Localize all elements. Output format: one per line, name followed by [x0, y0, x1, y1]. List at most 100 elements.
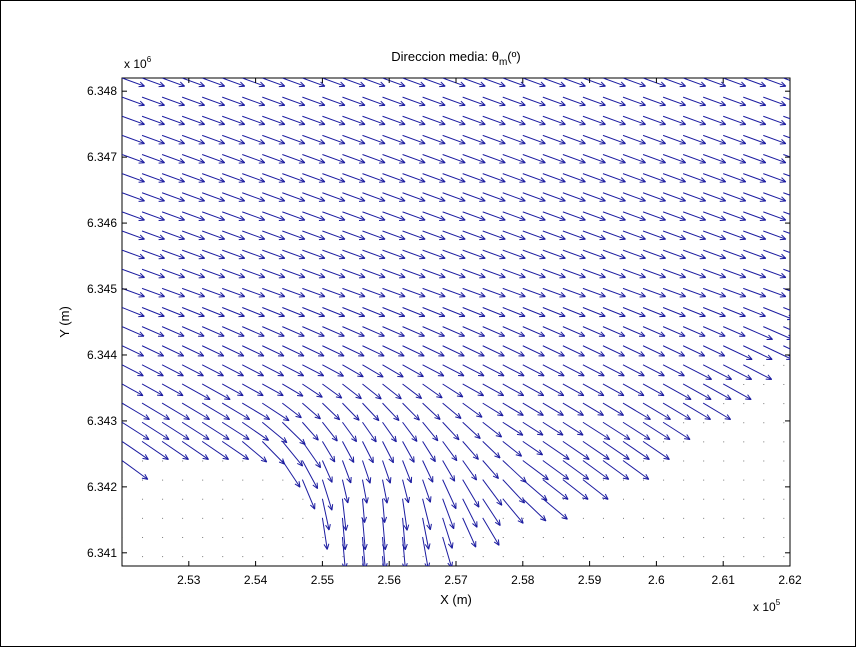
vector-arrow: [582, 345, 605, 357]
vector-arrow: [582, 364, 605, 377]
x-axis-label: X (m): [440, 592, 472, 607]
vector-arrow: [602, 326, 626, 337]
vector-arrow: [642, 154, 666, 164]
dry-point: [623, 517, 624, 519]
dry-point: [302, 536, 304, 538]
vector-arrow: [702, 134, 727, 145]
vector-arrow: [341, 460, 352, 484]
vector-arrow: [522, 134, 546, 145]
vector-arrow: [662, 307, 686, 318]
vector-arrow: [201, 192, 226, 202]
vector-arrow: [542, 96, 566, 107]
vector-arrow: [682, 249, 707, 260]
vector-arrow: [242, 345, 265, 357]
vector-arrow: [122, 268, 145, 279]
vector-arrow: [522, 173, 546, 183]
vector-arrow: [542, 440, 570, 460]
vector-arrow: [622, 249, 646, 260]
vector-arrow: [342, 230, 366, 241]
y-tick-label: 6.343: [87, 414, 117, 428]
vector-arrow: [122, 173, 145, 183]
vector-arrow: [702, 192, 727, 202]
dry-point: [623, 498, 624, 500]
vector-arrow: [242, 192, 266, 202]
dry-point: [602, 498, 604, 500]
vector-arrow: [783, 192, 790, 196]
dry-point: [703, 498, 705, 500]
dry-point: [643, 517, 645, 519]
dry-point: [602, 479, 604, 481]
dry-point: [582, 536, 584, 538]
dry-point: [222, 460, 224, 462]
vector-arrow: [662, 96, 686, 107]
vector-arrow: [122, 383, 144, 397]
vector-arrow: [662, 115, 686, 126]
dry-point: [202, 536, 204, 538]
vector-arrow: [783, 154, 790, 158]
vector-arrow: [342, 268, 366, 279]
vector-arrow: [462, 364, 485, 377]
vector-arrow: [642, 421, 671, 440]
vector-arrow: [302, 383, 323, 398]
vector-arrow: [743, 115, 767, 126]
dry-point: [122, 517, 123, 519]
dry-point: [663, 556, 665, 558]
dry-point: [122, 479, 123, 481]
vector-arrow: [282, 78, 306, 88]
dry-point: [262, 498, 264, 500]
vector-arrow: [582, 440, 610, 460]
dry-point: [723, 441, 725, 443]
vector-arrow: [442, 268, 466, 279]
vector-arrow: [482, 307, 506, 318]
vector-arrow: [542, 383, 565, 397]
vector-arrow: [763, 287, 787, 298]
vector-arrow: [322, 154, 346, 164]
vector-arrow: [141, 249, 165, 260]
vector-arrow: [462, 287, 486, 298]
vector-arrow: [462, 173, 486, 183]
vector-arrow: [262, 326, 285, 337]
vector-arrow: [682, 211, 707, 222]
vector-arrow: [242, 230, 266, 241]
y-tick-label: 6.346: [87, 216, 117, 230]
vector-arrow: [382, 249, 406, 260]
vector-arrow: [502, 192, 526, 202]
vector-arrow: [122, 230, 145, 241]
vector-arrow: [622, 307, 646, 318]
vector-arrow: [542, 479, 569, 500]
vector-arrow: [602, 383, 625, 397]
dry-point: [182, 517, 184, 519]
vector-arrow: [562, 78, 586, 88]
vector-arrow: [542, 154, 566, 164]
vector-arrow: [242, 249, 266, 260]
dry-point: [242, 479, 244, 481]
vector-arrow: [402, 192, 426, 202]
vector-arrow: [362, 134, 386, 145]
vector-arrow: [542, 364, 565, 377]
vector-arrow: [221, 421, 250, 440]
vector-arrow: [763, 326, 790, 340]
dry-point: [582, 556, 584, 558]
vector-arrow: [602, 460, 630, 480]
vector-arrow: [402, 421, 418, 442]
dry-point: [643, 556, 645, 558]
vector-arrow: [262, 268, 286, 279]
vector-arrow: [562, 192, 586, 202]
vector-arrow: [222, 211, 246, 222]
dry-point: [562, 556, 564, 558]
vector-arrow: [242, 173, 266, 183]
vector-arrow: [201, 154, 226, 164]
vector-arrow: [763, 249, 787, 260]
vector-arrow: [763, 307, 790, 321]
vector-arrow: [522, 115, 546, 126]
vector-arrow: [341, 441, 355, 463]
vector-arrow: [562, 326, 586, 337]
vector-arrow: [282, 383, 304, 397]
vector-arrow: [201, 326, 225, 337]
vector-arrow: [502, 307, 526, 318]
vector-arrow: [763, 115, 787, 126]
vector-arrow: [462, 307, 486, 318]
vector-arrow: [602, 307, 626, 318]
vector-arrow: [161, 134, 185, 145]
vector-arrow: [181, 268, 206, 279]
